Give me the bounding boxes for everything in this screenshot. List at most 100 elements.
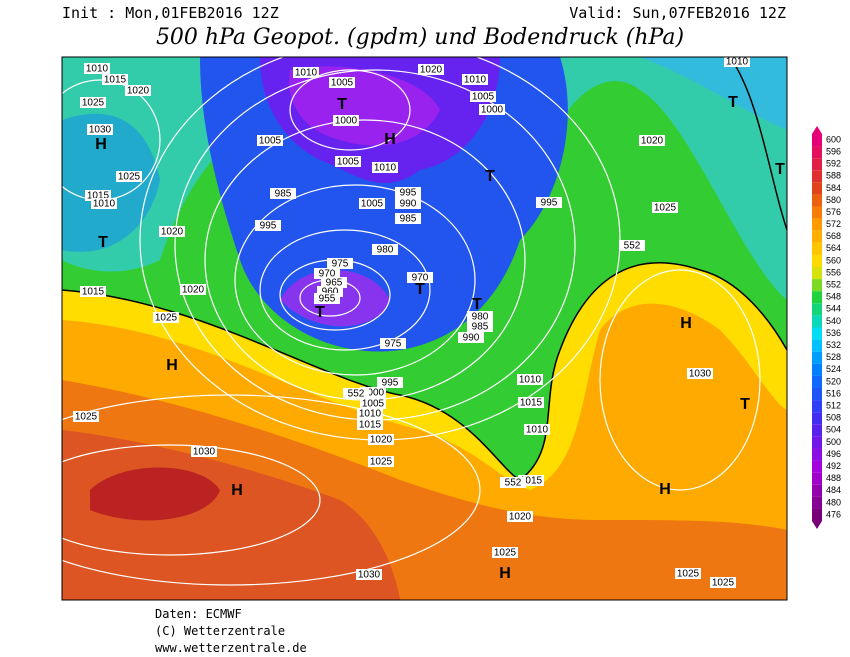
legend-label: 588 [826,171,841,181]
isobar-label: 1020 [370,435,393,446]
isobar-label: 980 [472,312,489,323]
isobar-label: 1025 [75,412,98,423]
legend-label: 520 [826,376,841,386]
legend-label: 504 [826,425,841,435]
legend-label: 508 [826,413,841,423]
copyright: (C) Wetterzentrale [155,624,285,638]
isobar-label: 1030 [689,369,712,380]
legend-swatch [812,351,822,364]
isobar-label: 1010 [374,163,397,174]
pressure-center: H [659,481,671,498]
legend-swatch [812,339,822,352]
isobar-label-bg [357,419,383,430]
isobar-label: 1025 [494,548,517,559]
legend-label: 584 [826,183,841,193]
isobar-label-bg [458,332,484,343]
legend-label: 568 [826,231,841,241]
isobar-label-bg [335,156,361,167]
pressure-center: T [775,161,785,178]
legend-label: 564 [826,243,841,253]
isobar-label: 1000 [481,105,504,116]
isobar-label-bg [84,63,110,74]
legend-label: 540 [826,316,841,326]
isobar-label-bg [368,456,394,467]
isobar-label: 1010 [359,409,382,420]
legend-swatch [812,146,822,159]
isobar-label-bg [159,226,185,237]
isobar-label-bg [321,277,347,288]
isobar-label: 1030 [89,125,112,136]
legend-swatch [812,436,822,449]
legend-swatch [812,472,822,485]
isobar-label-bg [80,97,106,108]
isobar-label-bg [467,311,493,322]
pressure-center: T [472,296,482,313]
isobar-label: 995 [382,378,399,389]
isobar-label: 1015 [104,75,127,86]
isobar-label-bg [125,85,151,96]
isobar-label: 955 [319,294,336,305]
legend-swatch [812,363,822,376]
legend-label: 516 [826,388,841,398]
website: www.wetterzentrale.de [155,641,307,655]
pressure-center: H [384,131,396,148]
pressure-center: H [95,136,107,153]
isobar-label-bg [377,377,403,388]
legend-swatch [812,218,822,231]
isobar-label-bg [536,197,562,208]
isobar-label-bg [395,213,421,224]
isobar-label-bg [116,171,142,182]
isobar-label: 990 [400,199,417,210]
isobar-label: 1020 [420,65,443,76]
field [640,57,787,130]
isobar-label: 552 [505,478,522,489]
isobar-label: 985 [275,189,292,200]
isobar-label: 1015 [520,398,543,409]
pressure-center: T [98,234,108,251]
isobar-label: 975 [332,259,349,270]
legend-swatch [812,412,822,425]
isobar-label: 1005 [331,78,354,89]
legend-label: 544 [826,304,841,314]
isobar-label-bg [479,104,505,115]
isobar-label-bg [619,240,645,251]
legend-swatch [812,496,822,509]
pressure-center: H [166,357,178,374]
isobar-label-bg [343,388,369,399]
legend-arrow [812,521,822,530]
isobar-label: 1025 [654,203,677,214]
legend-label: 492 [826,461,841,471]
isobar-label-bg [80,286,106,297]
isobar-label-bg [652,202,678,213]
isobar-label: 1005 [337,157,360,168]
legend-swatch [812,315,822,328]
pressure-center: H [231,482,243,499]
isobar-label: 990 [463,333,480,344]
isobar-label: 1025 [155,313,178,324]
isobar-label-bg [524,424,550,435]
legend-label: 524 [826,364,841,374]
isobar-label-bg [73,411,99,422]
isobar-label: 1020 [641,136,664,147]
isobar-label: 970 [412,273,429,284]
isobar-label: 1030 [358,570,381,581]
isobar-label-bg [317,286,343,297]
map-title: 500 hPa Geopot. (gpdm) und Bodendruck (h… [156,25,684,50]
isobar-label: 1005 [472,92,495,103]
isobar-label: 985 [472,322,489,333]
data-source: Daten: ECMWF [155,607,242,621]
legend-label: 548 [826,292,841,302]
color-legend: 600 596 592 588 584 580 576 572 568 564 560 556 552 5… [812,125,841,530]
isobar-label: 965 [326,278,343,289]
isobar-label-bg [517,374,543,385]
isobar-label: 1020 [182,285,205,296]
isobar-label-bg [687,368,713,379]
isobar-label: 1000 [362,388,385,399]
isobar-label: 552 [348,389,365,400]
isobar-label: 1010 [526,425,549,436]
isobar-label-bg [257,135,283,146]
isobar-label-bg [710,577,736,588]
isobar-label-bg [372,244,398,255]
